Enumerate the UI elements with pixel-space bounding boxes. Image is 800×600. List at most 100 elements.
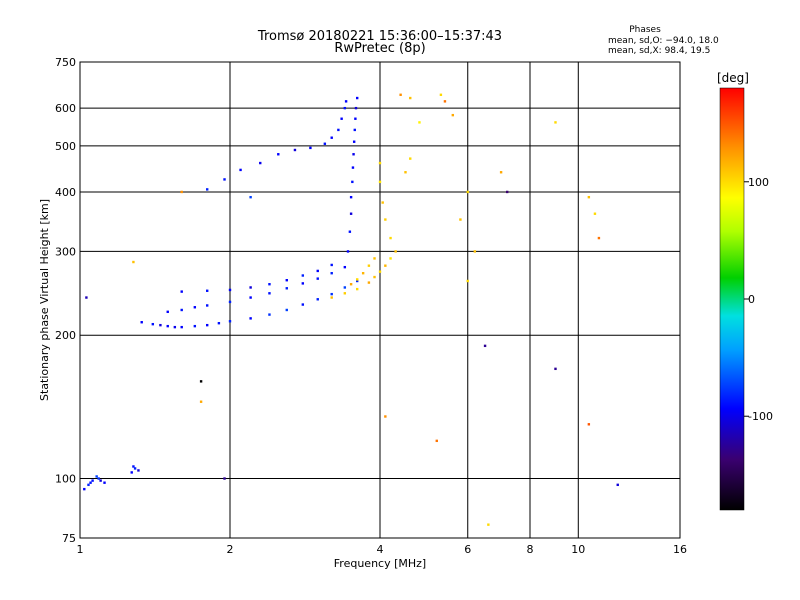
data-point bbox=[228, 288, 232, 292]
x-tick-label-3: 6 bbox=[464, 543, 471, 556]
data-point bbox=[130, 471, 133, 474]
data-point bbox=[451, 113, 455, 117]
stats-heading: Phases bbox=[629, 25, 661, 35]
data-point bbox=[249, 317, 252, 320]
data-point bbox=[205, 304, 209, 307]
data-point bbox=[132, 465, 135, 468]
data-point bbox=[330, 136, 333, 139]
colorbar-ticks: 100 0 -100 bbox=[744, 176, 773, 423]
data-point bbox=[351, 180, 354, 184]
data-point bbox=[140, 321, 143, 324]
data-point bbox=[316, 298, 319, 301]
data-point bbox=[103, 481, 106, 484]
data-point bbox=[349, 195, 353, 199]
data-point bbox=[89, 481, 92, 484]
data-point bbox=[268, 313, 271, 316]
data-point bbox=[97, 477, 100, 480]
data-point bbox=[95, 475, 98, 478]
data-point bbox=[228, 300, 232, 304]
data-point bbox=[355, 287, 359, 291]
data-point bbox=[367, 264, 371, 267]
data-point bbox=[459, 218, 462, 221]
data-point bbox=[389, 257, 392, 260]
data-point bbox=[301, 274, 305, 277]
data-point bbox=[346, 250, 350, 253]
data-point bbox=[593, 212, 597, 215]
data-point bbox=[316, 277, 319, 280]
data-point bbox=[180, 190, 183, 194]
data-point bbox=[330, 296, 333, 299]
colorbar-tick-label-2: -100 bbox=[748, 410, 773, 423]
x-axis-label: Frequency [MHz] bbox=[334, 557, 426, 570]
data-point bbox=[91, 479, 94, 482]
data-point bbox=[378, 270, 382, 273]
data-point bbox=[354, 106, 358, 110]
data-point bbox=[309, 146, 312, 150]
data-point bbox=[180, 325, 183, 329]
data-point bbox=[285, 308, 288, 312]
data-point bbox=[223, 178, 226, 181]
data-point bbox=[343, 265, 347, 269]
data-point bbox=[151, 322, 155, 326]
data-point bbox=[159, 323, 162, 327]
x-tick-label-5: 10 bbox=[571, 543, 585, 556]
y-tick-label-2: 200 bbox=[55, 329, 76, 342]
data-point bbox=[435, 439, 438, 443]
axis-ticks: 1 2 4 6 8 10 16 75 100 200 300 400 500 600 750 bbox=[55, 56, 687, 556]
data-point bbox=[378, 180, 382, 184]
data-point bbox=[173, 325, 177, 329]
y-tick-label-1: 100 bbox=[55, 473, 76, 486]
data-point bbox=[373, 275, 376, 279]
data-point bbox=[301, 303, 305, 306]
data-point bbox=[361, 272, 365, 275]
y-tick-label-7: 750 bbox=[55, 56, 76, 69]
data-point bbox=[285, 279, 288, 282]
data-point bbox=[259, 161, 262, 165]
data-point bbox=[409, 96, 412, 100]
data-point bbox=[137, 469, 140, 472]
data-point bbox=[367, 281, 371, 284]
colorbar-tick-label-0: 100 bbox=[748, 176, 769, 189]
data-point bbox=[483, 344, 487, 348]
data-point bbox=[373, 257, 376, 260]
data-point bbox=[205, 323, 209, 327]
data-point bbox=[384, 415, 387, 418]
data-point bbox=[293, 148, 297, 152]
data-point bbox=[487, 523, 490, 526]
data-point bbox=[268, 283, 271, 286]
stats-line-x: mean, sd,X: 98.4, 19.5 bbox=[608, 46, 710, 56]
data-point bbox=[268, 292, 271, 295]
data-point bbox=[217, 321, 221, 325]
data-point bbox=[349, 283, 353, 286]
data-point bbox=[133, 467, 137, 470]
data-point bbox=[348, 230, 352, 233]
data-point bbox=[285, 287, 288, 290]
data-point bbox=[353, 128, 356, 132]
data-point bbox=[352, 140, 356, 143]
grid-lines bbox=[80, 62, 680, 538]
data-point bbox=[378, 161, 382, 165]
data-point bbox=[616, 483, 619, 487]
data-point bbox=[199, 380, 203, 383]
data-point bbox=[343, 292, 347, 295]
data-point bbox=[399, 93, 402, 96]
data-points bbox=[83, 93, 619, 526]
data-point bbox=[554, 121, 557, 124]
data-point bbox=[239, 168, 242, 172]
data-point bbox=[355, 96, 359, 100]
data-point bbox=[404, 171, 407, 174]
data-point bbox=[587, 195, 591, 199]
data-point bbox=[354, 117, 357, 120]
data-point bbox=[389, 236, 392, 240]
x-tick-label-6: 16 bbox=[673, 543, 687, 556]
chart-subtitle: RwPretec (8p) bbox=[334, 41, 425, 56]
data-point bbox=[499, 171, 503, 174]
data-point bbox=[352, 153, 355, 156]
data-point bbox=[355, 278, 359, 281]
data-point bbox=[193, 324, 197, 328]
data-point bbox=[199, 400, 203, 403]
data-point bbox=[473, 250, 477, 253]
data-point bbox=[351, 166, 355, 169]
data-point bbox=[277, 153, 280, 156]
